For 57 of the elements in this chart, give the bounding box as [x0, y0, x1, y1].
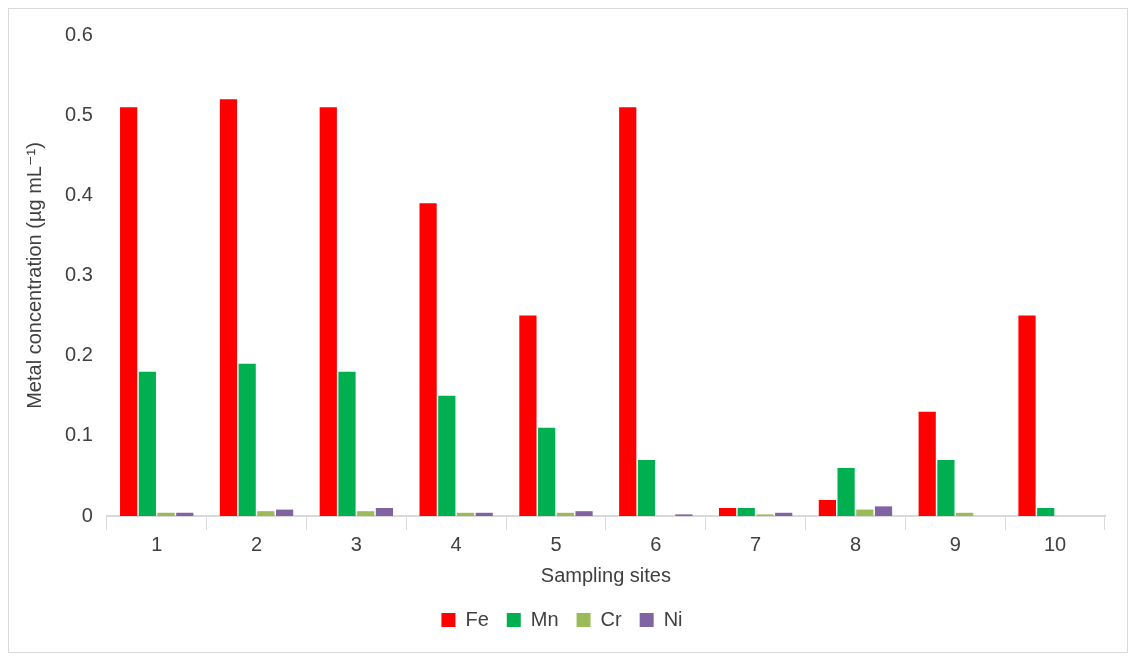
x-tick-label: 3: [350, 532, 362, 555]
bar: [219, 99, 238, 516]
x-tick-label: 10: [1043, 532, 1067, 555]
bar: [157, 512, 175, 516]
bar: [856, 509, 874, 516]
bar: [120, 107, 138, 516]
bar: [257, 511, 275, 516]
bar: [519, 315, 537, 516]
bar: [475, 512, 493, 516]
bar: [556, 512, 574, 516]
bar: [338, 371, 356, 516]
bar: [176, 512, 194, 516]
y-tick-label: 0.1: [64, 423, 93, 446]
legend-label: Mn: [530, 607, 559, 630]
y-tick-label: 0.4: [64, 182, 93, 205]
x-tick-label: 4: [450, 532, 462, 555]
bar: [438, 395, 456, 516]
bar: [357, 511, 375, 516]
x-tick-label: 6: [650, 532, 662, 555]
y-tick-label: 0.6: [64, 22, 93, 45]
bar: [818, 499, 836, 516]
y-tick-label: 0: [81, 503, 93, 526]
x-tick-label: 5: [550, 532, 562, 555]
bar: [138, 371, 156, 516]
bar: [837, 467, 855, 516]
legend-label: Cr: [600, 607, 623, 630]
x-tick-label: 9: [949, 532, 961, 555]
bar: [456, 512, 475, 516]
bar: [619, 107, 637, 516]
bar: [937, 459, 955, 516]
bar: [737, 507, 755, 516]
bar: [1037, 507, 1055, 516]
bar: [238, 363, 256, 516]
bar: [718, 507, 737, 516]
y-tick-label: 0.3: [64, 263, 93, 286]
bar: [319, 107, 337, 516]
x-tick-label: 2: [250, 532, 263, 555]
bar: [918, 411, 936, 516]
bar: [538, 427, 556, 516]
bar: [637, 459, 656, 516]
bar: [874, 506, 893, 516]
bar: [956, 512, 974, 516]
bar: [775, 512, 793, 516]
legend-label: Ni: [663, 607, 683, 630]
legend-label: Fe: [465, 607, 489, 630]
x-tick-label: 1: [151, 532, 163, 555]
bar: [1018, 315, 1036, 516]
x-axis-title: Sampling sites: [540, 563, 671, 586]
bar: [575, 511, 593, 516]
bar: [276, 509, 294, 516]
bar: [375, 507, 394, 516]
bar: [419, 203, 437, 516]
x-tick-label: 7: [750, 532, 762, 555]
y-tick-label: 0.5: [64, 102, 93, 125]
y-tick-label: 0.2: [64, 343, 93, 366]
y-axis-title: Metal concentration (µg mL⁻¹): [22, 142, 45, 409]
x-tick-label: 8: [849, 532, 862, 555]
